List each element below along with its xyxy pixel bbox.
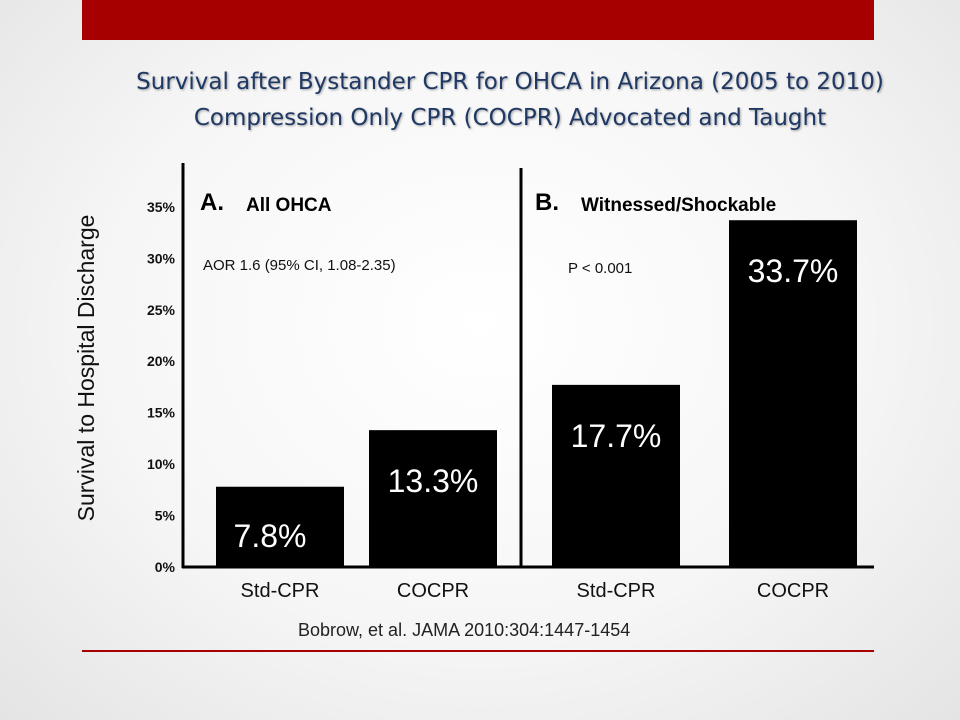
bar-value-label: 33.7% (748, 253, 839, 289)
y-tick-label: 35% (147, 199, 176, 215)
y-axis-title: Survival to Hospital Discharge (73, 215, 99, 522)
category-label: COCPR (397, 580, 469, 602)
panel-letter: A. (200, 189, 224, 216)
title-line-1: Survival after Bystander CPR for OHCA in… (136, 69, 884, 95)
bar (216, 486, 344, 567)
category-label: Std-CPR (241, 580, 320, 602)
panel-statistic: AOR 1.6 (95% CI, 1.08-2.35) (203, 257, 396, 274)
bar (552, 384, 680, 567)
title-line-2: Compression Only CPR (COCPR) Advocated a… (193, 105, 827, 131)
slide-title: Survival after Bystander CPR for OHCA in… (0, 64, 960, 136)
bar (369, 430, 497, 567)
panel-statistic: P < 0.001 (568, 260, 632, 277)
y-tick-label: 30% (147, 250, 176, 266)
panel-heading: Witnessed/Shockable (581, 195, 776, 216)
bar-value-label: 17.7% (571, 418, 662, 454)
bottom-accent-line (82, 650, 874, 652)
top-accent-bar (82, 0, 874, 40)
bar-value-label: 13.3% (388, 463, 479, 499)
panel-heading: All OHCA (246, 195, 332, 216)
citation: Bobrow, et al. JAMA 2010:304:1447-1454 (298, 620, 631, 640)
y-tick-label: 5% (155, 508, 176, 524)
panel-letter: B. (535, 189, 559, 216)
y-tick-label: 20% (147, 353, 176, 369)
y-tick-label: 15% (147, 405, 176, 421)
y-tick-label: 10% (147, 456, 176, 472)
bar-value-label: 7.8% (234, 518, 307, 554)
category-label: COCPR (757, 580, 829, 602)
category-label: Std-CPR (577, 580, 656, 602)
bar (729, 220, 857, 568)
y-tick-label: 0% (155, 559, 176, 575)
y-tick-label: 25% (147, 302, 176, 318)
